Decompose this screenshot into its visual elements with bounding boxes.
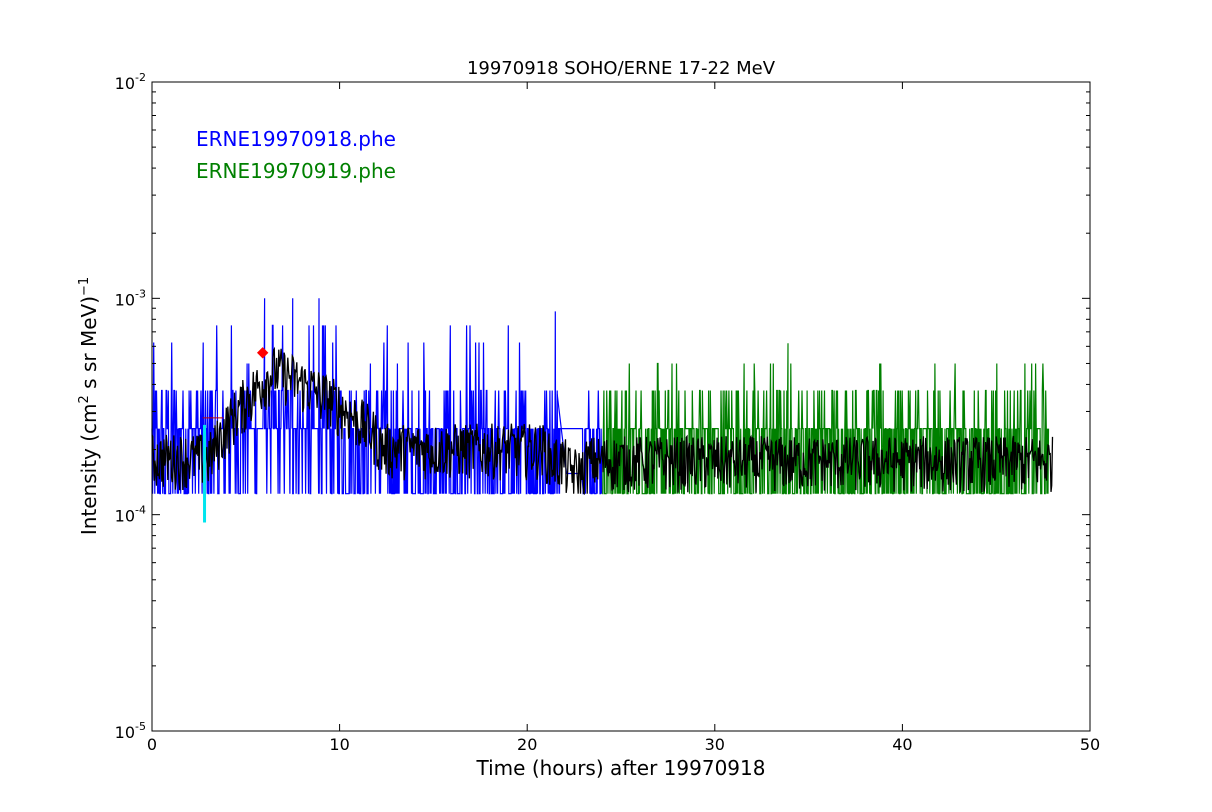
x-tick-label: 10: [329, 735, 349, 754]
marker-diamond: [256, 347, 269, 359]
ticks-layer: 0 10 20 30 40 50 10-5 10-4 10-3 10-2: [115, 71, 1101, 754]
series-layer: [151, 298, 1054, 495]
series-line-0: [151, 298, 603, 495]
marker-layer: [202, 347, 269, 523]
x-axis-label: Time (hours) after 19970918: [476, 756, 766, 780]
x-tick-label: 50: [1080, 735, 1100, 754]
y-tick-label: 10-5: [115, 720, 146, 742]
chart-title: 19970918 SOHO/ERNE 17-22 MeV: [467, 58, 776, 79]
y-axis-label-prefix: Intensity (cm: [77, 403, 101, 535]
series-line-2: [151, 346, 1054, 495]
y-tick-label: 10-3: [115, 287, 146, 309]
y-tick-label: 10-4: [115, 504, 146, 526]
plot-frame: [151, 81, 1091, 732]
x-tick-label: 40: [892, 735, 912, 754]
x-tick-label: 20: [517, 735, 537, 754]
y-tick-label: 10-2: [115, 71, 146, 93]
legend-entry-0: ERNE19970918.phe: [196, 127, 396, 151]
series-line-1: [602, 343, 1050, 495]
legend-entry-1: ERNE19970919.phe: [196, 159, 396, 183]
y-axis-label: Intensity (cm2 s sr MeV)−1: [77, 277, 101, 535]
x-tick-label: 0: [147, 735, 157, 754]
y-axis-label-middle: s sr MeV): [77, 296, 101, 395]
y-axis-label-sup1: 2: [77, 395, 92, 403]
x-tick-label: 30: [705, 735, 725, 754]
y-axis-label-sup2: −1: [77, 277, 92, 296]
